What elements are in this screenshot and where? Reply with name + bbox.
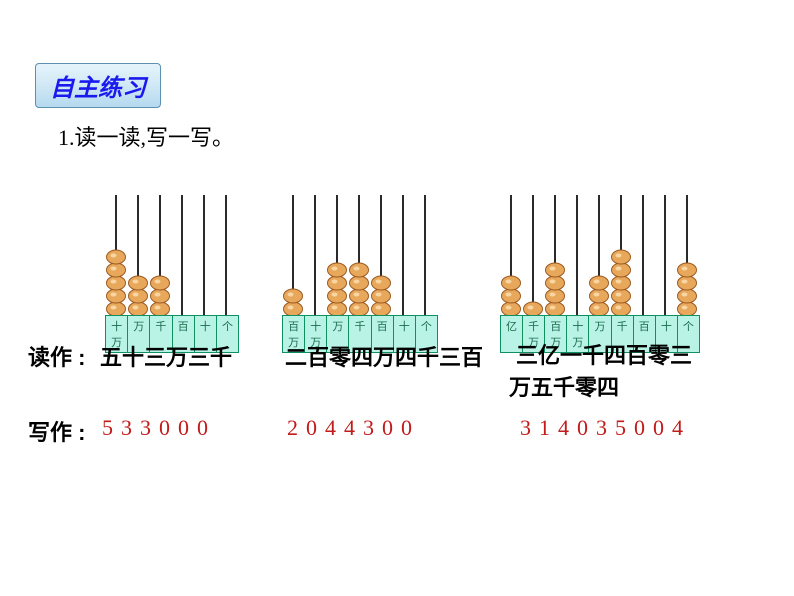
abacus-svg bbox=[500, 195, 698, 315]
subtitle: 1.读一读,写一写。 bbox=[58, 120, 234, 152]
read-value-3: 三亿一千四百零三万五千零四 bbox=[516, 340, 692, 404]
abacus-svg bbox=[282, 195, 436, 315]
write-value-2: 2044300 bbox=[287, 415, 420, 441]
abacus-svg bbox=[105, 195, 237, 315]
write-value-1: 533000 bbox=[102, 415, 216, 441]
write-value-3: 314035004 bbox=[520, 415, 691, 441]
abacus-2: 百万十万万千百十个 bbox=[282, 195, 438, 353]
read-label: 读作 : bbox=[28, 340, 85, 372]
read-value-2: 二百零四万四千三百 bbox=[285, 340, 483, 372]
read-value-1: 五十三万三千 bbox=[100, 340, 232, 372]
title-box: 自主练习 bbox=[35, 63, 161, 108]
abacus-3: 亿千万百万十万万千百十个 bbox=[500, 195, 700, 353]
abacus-1: 十万万千百十个 bbox=[105, 195, 239, 353]
write-label: 写作 : bbox=[28, 415, 85, 447]
